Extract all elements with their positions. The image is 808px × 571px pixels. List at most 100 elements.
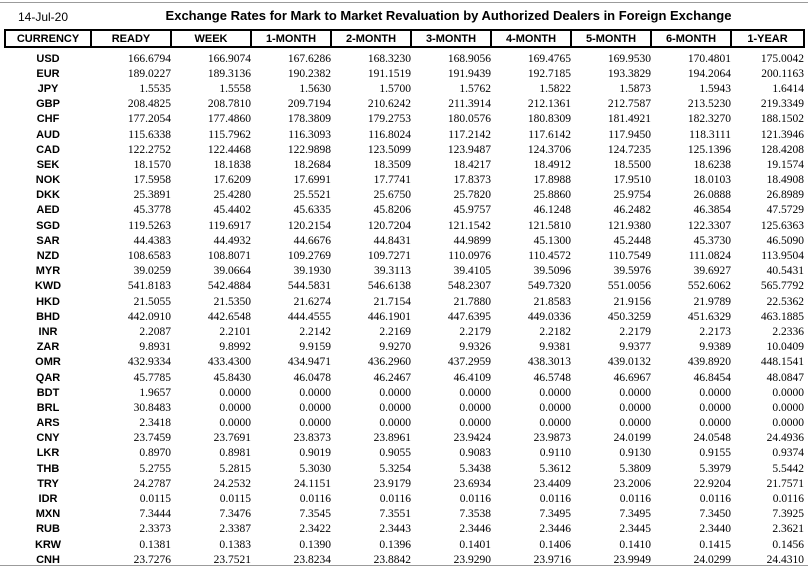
rate-cell-1-year: 2.3621 (772, 523, 804, 536)
rate-cell-3-month: 0.0000 (459, 417, 491, 430)
rate-cell-1-month: 23.8373 (293, 432, 331, 445)
rate-cell-week: 122.4468 (207, 143, 251, 156)
rate-cell-week: 23.7521 (213, 553, 251, 566)
rate-cell-3-month: 25.7820 (453, 189, 491, 202)
rate-cell-4-month: 0.0116 (539, 493, 571, 506)
rate-cell-1-month: 17.6991 (293, 174, 331, 187)
rate-cell-3-month: 46.4109 (453, 371, 491, 384)
rate-cell-week: 24.2532 (213, 477, 251, 490)
rate-cell-2-month: 23.9179 (373, 477, 411, 490)
currency-code-cell: CHF (36, 113, 60, 126)
currency-code-cell: OMR (35, 356, 61, 369)
rate-cell-3-month: 447.6395 (447, 310, 491, 323)
rate-cell-week: 2.2101 (219, 325, 251, 338)
rate-cell-4-month: 23.4409 (533, 477, 571, 490)
rate-cell-1-year: 0.0000 (772, 386, 804, 399)
column-header-currency: CURRENCY (4, 29, 92, 48)
rate-cell-week: 542.4884 (207, 280, 251, 293)
rate-cell-1-month: 434.9471 (287, 356, 331, 369)
rate-cell-1-year: 0.9374 (772, 447, 804, 460)
rate-cell-5-month: 18.5500 (613, 158, 651, 171)
rate-cell-6-month: 0.9155 (699, 447, 731, 460)
rate-cell-3-month: 44.9899 (453, 234, 491, 247)
table-row-krw: KRW 0.1381 0.1383 0.1390 0.1396 0.1401 0.1406 0… (5, 537, 804, 552)
rate-cell-6-month: 22.9204 (693, 477, 731, 490)
rate-cell-1-month: 209.7194 (287, 98, 331, 111)
rate-cell-6-month: 122.3307 (687, 219, 731, 232)
table-row-cad: CAD 122.2752 122.4468 122.9898 123.5099 123.9… (5, 142, 804, 157)
rate-cell-1-month: 0.0116 (299, 493, 331, 506)
rate-cell-6-month: 125.1396 (687, 143, 731, 156)
rate-cell-ready: 0.1381 (139, 538, 171, 551)
rate-cell-4-month: 0.0000 (539, 401, 571, 414)
rate-cell-3-month: 2.3446 (459, 523, 491, 536)
rate-cell-6-month: 194.2064 (687, 67, 731, 80)
rate-cell-3-month: 191.9439 (447, 67, 491, 80)
rate-cell-ready: 189.0227 (127, 67, 171, 80)
rate-cell-2-month: 120.7204 (367, 219, 411, 232)
rate-cell-6-month: 111.0824 (688, 250, 731, 263)
bottom-rule (0, 565, 808, 566)
rate-cell-1-month: 18.2684 (293, 158, 331, 171)
rate-cell-2-month: 44.8431 (373, 234, 411, 247)
rate-cell-2-month: 109.7271 (367, 250, 411, 263)
rate-cell-1-month: 544.5831 (287, 280, 331, 293)
top-rule (0, 2, 808, 3)
rate-cell-4-month: 9.9381 (539, 341, 571, 354)
table-row-nok: NOK 17.5958 17.6209 17.6991 17.7741 17.8373 17… (5, 173, 804, 188)
masthead: 14-Jul-20 Exchange Rates for Mark to Mar… (0, 8, 808, 28)
rate-cell-week: 166.9074 (207, 52, 251, 65)
rate-cell-week: 39.0664 (213, 265, 251, 278)
rate-cell-4-month: 449.0336 (527, 310, 571, 323)
rate-cell-3-month: 18.4217 (453, 158, 491, 171)
rate-cell-6-month: 0.0000 (699, 417, 731, 430)
rate-cell-2-month: 179.2753 (367, 113, 411, 126)
rate-cell-6-month: 182.3270 (687, 113, 731, 126)
report-date: 14-Jul-20 (18, 10, 69, 24)
rate-cell-week: 108.8071 (207, 250, 251, 263)
rate-cell-3-month: 23.6934 (453, 477, 491, 490)
rate-cell-4-month: 25.8860 (533, 189, 571, 202)
table-row-thb: THB 5.2755 5.2815 5.3030 5.3254 5.3438 5.3612 5… (5, 461, 804, 476)
rate-cell-2-month: 23.8842 (373, 553, 411, 566)
rate-cell-1-month: 45.6335 (293, 204, 331, 217)
rate-cell-5-month: 1.5873 (619, 82, 651, 95)
rate-cell-4-month: 18.4912 (533, 158, 571, 171)
rate-cell-1-month: 122.9898 (287, 143, 331, 156)
rate-cell-2-month: 45.8206 (373, 204, 411, 217)
rate-cell-1-year: 24.4310 (766, 553, 804, 566)
rate-cell-1-year: 47.5729 (766, 204, 804, 217)
rate-cell-6-month: 26.0888 (693, 189, 731, 202)
rate-cell-ready: 45.3778 (133, 204, 171, 217)
rate-cell-4-month: 110.4572 (528, 250, 571, 263)
rate-cell-2-month: 23.8961 (373, 432, 411, 445)
table-row-idr: IDR 0.0115 0.0115 0.0116 0.0116 0.0116 0.0116 0… (5, 491, 804, 506)
rate-cell-6-month: 552.6062 (687, 280, 731, 293)
rate-cell-ready: 17.5958 (133, 174, 171, 187)
rate-cell-3-month: 168.9056 (447, 52, 491, 65)
rate-cell-2-month: 0.0116 (379, 493, 411, 506)
currency-code-cell: AUD (36, 128, 60, 141)
rate-cell-1-month: 116.3093 (288, 128, 331, 141)
rate-cell-3-month: 180.0576 (447, 113, 491, 126)
rate-cell-5-month: 0.0000 (619, 386, 651, 399)
rate-cell-week: 9.8992 (219, 341, 251, 354)
rate-cell-3-month: 0.0000 (459, 386, 491, 399)
rate-cell-6-month: 0.0000 (699, 386, 731, 399)
rate-cell-5-month: 212.7587 (607, 98, 651, 111)
rate-cell-5-month: 450.3259 (607, 310, 651, 323)
rate-cell-4-month: 438.3013 (527, 356, 571, 369)
table-row-cnh: CNH 23.7276 23.7521 23.8234 23.8842 23.9290 23… (5, 552, 804, 567)
currency-code-cell: TRY (37, 477, 59, 490)
currency-code-cell: NZD (36, 250, 60, 263)
rate-cell-1-year: 7.3925 (772, 508, 804, 521)
currency-code-cell: BDT (36, 386, 60, 399)
currency-code-cell: QAR (35, 371, 61, 384)
rate-cell-3-month: 110.0976 (448, 250, 491, 263)
rate-cell-3-month: 17.8373 (453, 174, 491, 187)
rate-cell-3-month: 7.3538 (459, 508, 491, 521)
currency-code-cell: KRW (34, 538, 62, 551)
rate-cell-2-month: 1.5700 (379, 82, 411, 95)
rate-cell-2-month: 0.0000 (379, 417, 411, 430)
rate-cell-ready: 44.4383 (133, 234, 171, 247)
